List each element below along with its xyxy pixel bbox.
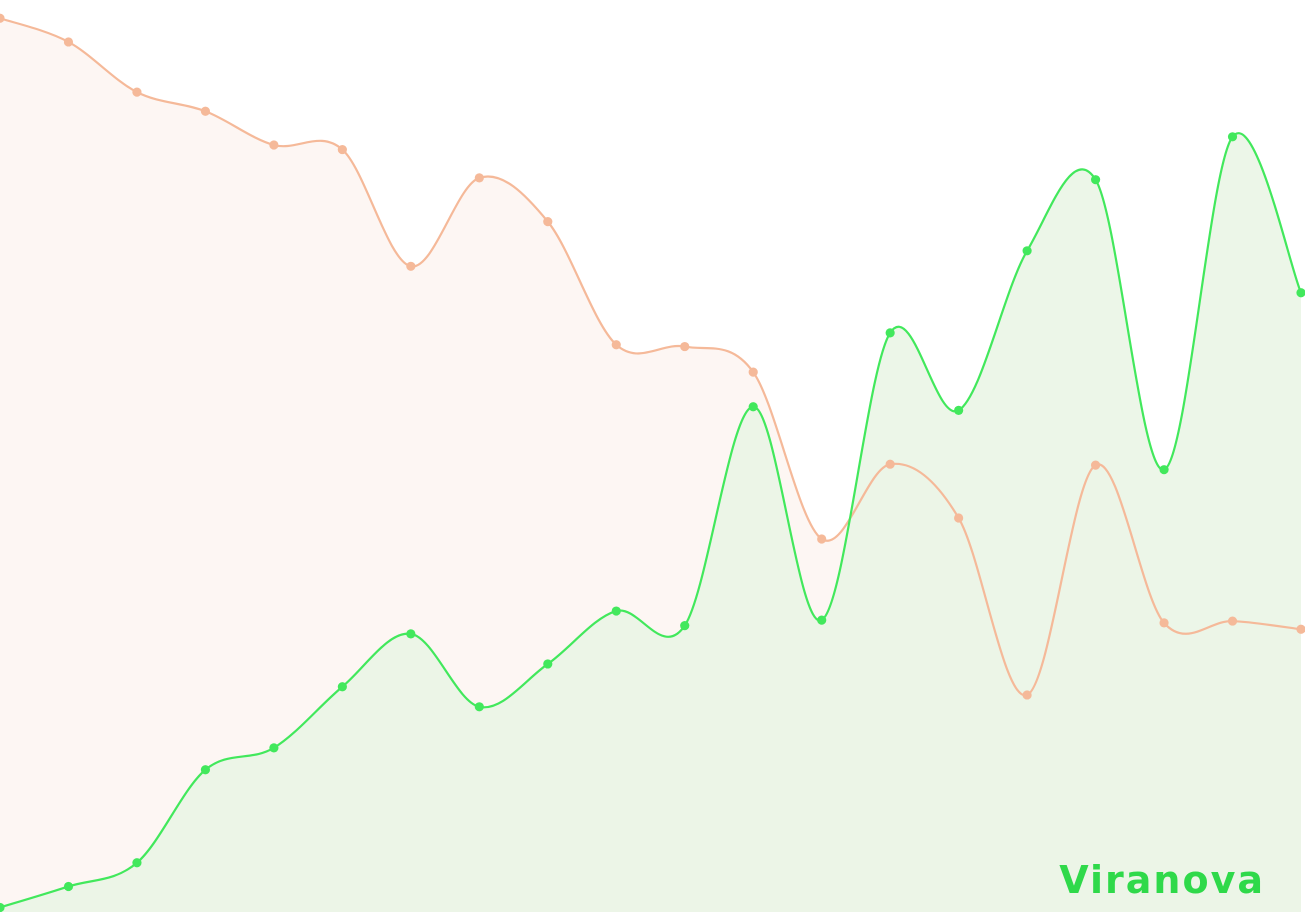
series-1-point-14[interactable]	[954, 513, 964, 523]
series-1-point-8[interactable]	[543, 217, 553, 227]
series-1-point-19[interactable]	[1296, 624, 1305, 634]
series-1-point-4[interactable]	[269, 140, 279, 150]
series-2-point-4[interactable]	[269, 743, 279, 753]
series-2-point-3[interactable]	[200, 765, 211, 775]
series-2-point-19[interactable]	[1296, 288, 1305, 298]
series-2-point-16[interactable]	[1090, 175, 1101, 185]
series-1-point-9[interactable]	[611, 340, 621, 350]
series-2-point-18[interactable]	[1227, 132, 1238, 142]
series-1-point-0[interactable]	[0, 13, 5, 23]
series-1-point-2[interactable]	[132, 87, 142, 97]
series-2-point-5[interactable]	[337, 682, 347, 692]
series-2-point-7[interactable]	[474, 702, 484, 712]
series-2-point-10[interactable]	[680, 621, 690, 631]
series-1-point-7[interactable]	[474, 173, 484, 183]
series-2-point-13[interactable]	[885, 328, 895, 338]
series-1-line	[0, 17, 1302, 697]
series-1-point-12[interactable]	[817, 534, 827, 544]
series-1-point-16[interactable]	[1090, 460, 1101, 470]
series-1-point-17[interactable]	[1159, 618, 1169, 628]
series-areas	[0, 18, 1301, 913]
brand-logo: Viranova	[1059, 858, 1265, 902]
series-1-point-11[interactable]	[748, 367, 758, 377]
series-2-point-1[interactable]	[63, 881, 74, 892]
series-2-point-14[interactable]	[954, 405, 964, 415]
series-2-point-0[interactable]	[0, 902, 5, 913]
series-2-point-17[interactable]	[1159, 465, 1169, 475]
series-2-point-12[interactable]	[817, 615, 827, 625]
series-2-point-8[interactable]	[543, 659, 553, 669]
series-1-point-10[interactable]	[680, 341, 690, 352]
series-1-point-3[interactable]	[200, 106, 211, 116]
series-1-point-1[interactable]	[63, 37, 74, 47]
series-points	[0, 13, 1305, 913]
series-2-point-11[interactable]	[748, 402, 758, 412]
series-2-point-6[interactable]	[406, 629, 416, 639]
series-2-area	[0, 133, 1301, 912]
series-1-point-6[interactable]	[406, 261, 416, 271]
series-1-point-5[interactable]	[337, 144, 347, 155]
series-1-point-18[interactable]	[1227, 616, 1238, 626]
series-2-point-9[interactable]	[611, 606, 621, 616]
series-2-point-15[interactable]	[1022, 246, 1032, 256]
series-1-point-13[interactable]	[885, 459, 895, 469]
series-2-point-2[interactable]	[132, 858, 142, 868]
series-1-point-15[interactable]	[1022, 690, 1032, 700]
